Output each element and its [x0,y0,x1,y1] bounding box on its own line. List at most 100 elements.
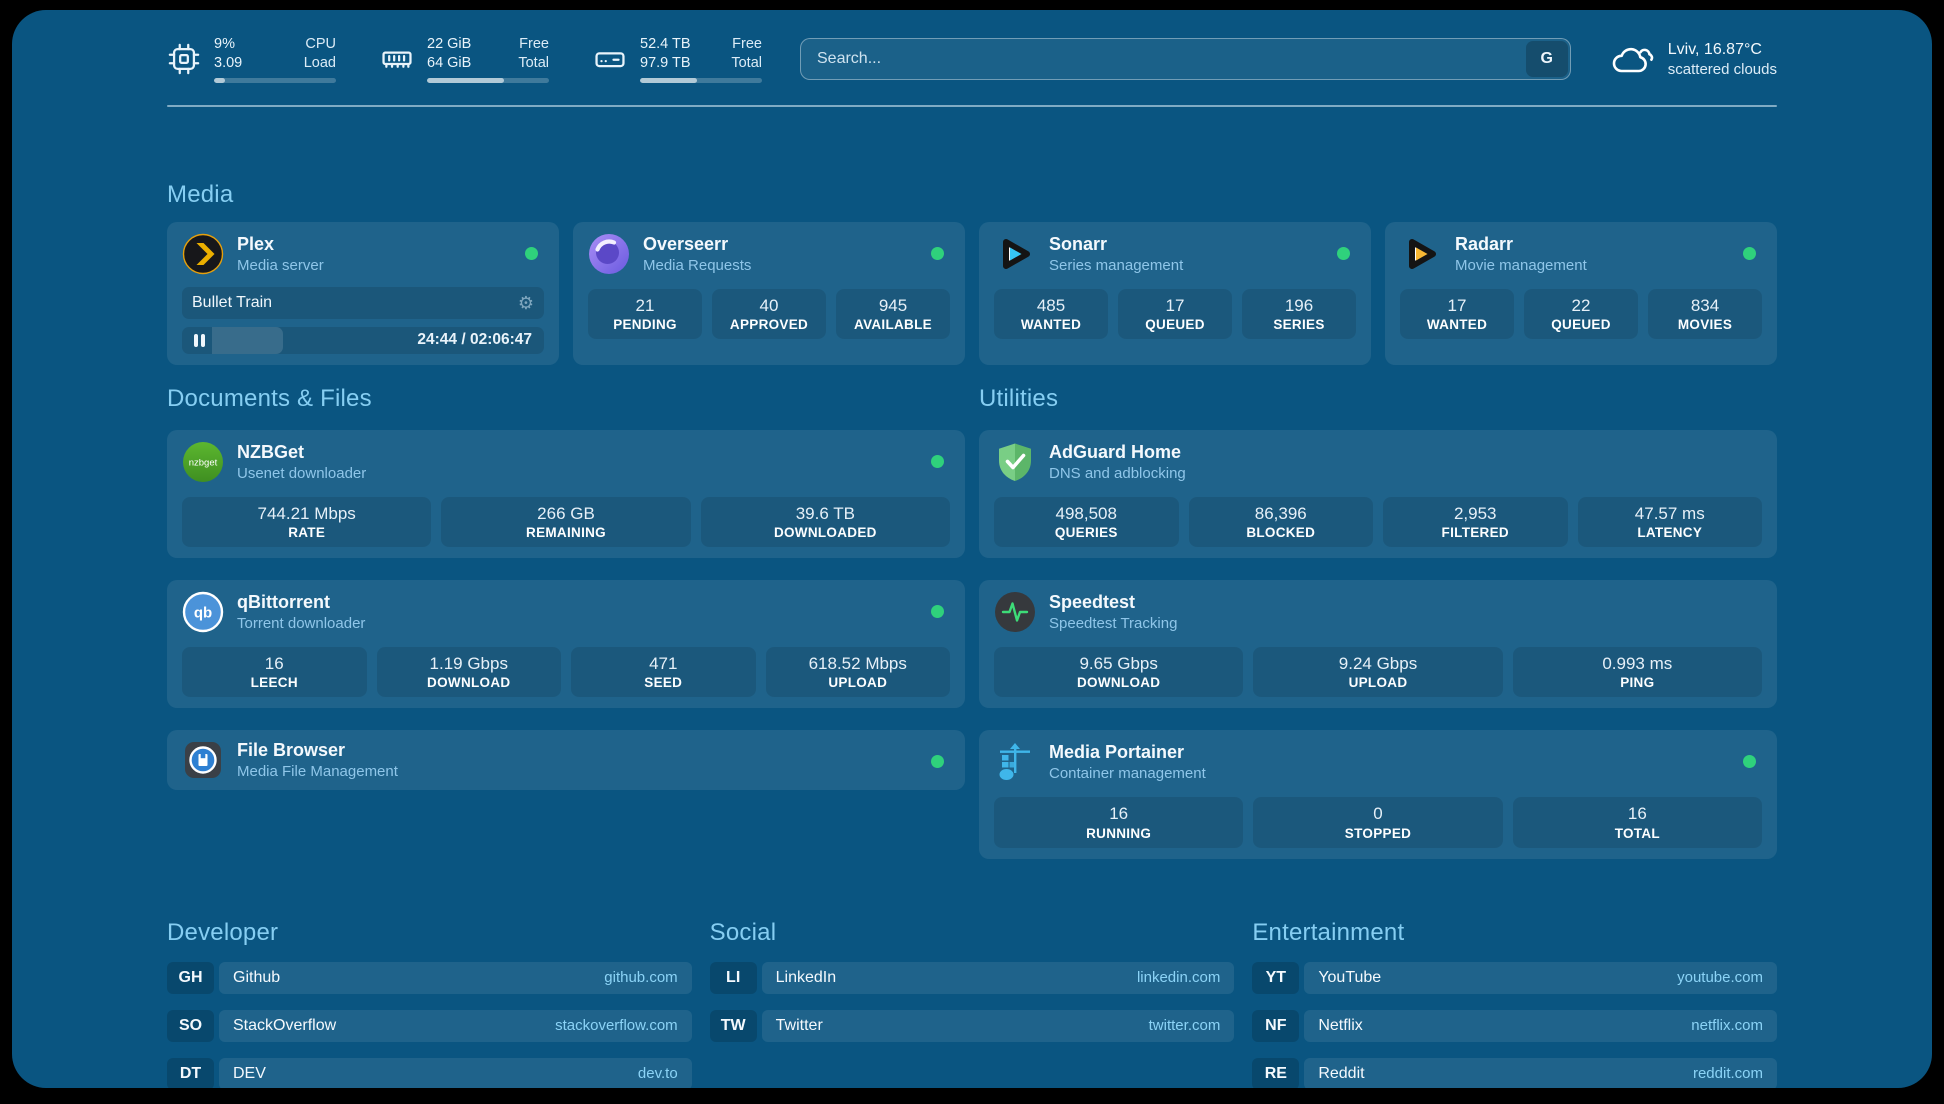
status-dot [1743,755,1756,769]
bookmark-stackoverflow[interactable]: SO StackOverflow stackoverflow.com [167,1009,692,1042]
speedtest-icon [995,592,1035,633]
stat-tile: 9.65 Gbps DOWNLOAD [994,647,1244,698]
search-input[interactable] [800,38,1571,81]
service-title: Radarr [1455,233,1514,254]
stat-tile: 0.993 ms PING [1512,647,1762,698]
stat-tile: 945 AVAILABLE [836,288,950,340]
bookmark-dev[interactable]: DT DEV dev.to [167,1057,692,1088]
bookmark-abbr: RE [1252,1057,1300,1088]
stat-tile: 834 MOVIES [1648,288,1762,340]
service-card-radarr[interactable]: Radarr Movie management 17 WANTED 22 QUE… [1385,221,1777,365]
stat-tile: 47.57 ms LATENCY [1577,496,1762,548]
bookmark-abbr: TW [709,1009,757,1042]
service-card-overseerr[interactable]: Overseerr Media Requests 21 PENDING 40 A… [573,221,965,365]
cpu-icon [168,44,200,75]
stat-tile: 618.52 Mbps UPLOAD [765,647,950,698]
gear-icon[interactable]: ⚙ [517,292,534,313]
stat-tile: 498,508 QUERIES [994,496,1179,548]
service-card-plex[interactable]: Plex Media server Bullet Train ⚙ 24:44 /… [167,221,559,365]
playback-progress-fill [212,326,283,354]
bookmark-youtube[interactable]: YT YouTube youtube.com [1252,961,1777,994]
weather-widget: Lviv, 16.87°C scattered clouds [1609,39,1777,79]
bookmark-abbr: NF [1252,1009,1300,1042]
bookmark-group-developer: Developer GH Github github.com SO StackO… [167,919,692,1088]
cpu-progress-bar [214,77,336,83]
bookmark-github[interactable]: GH Github github.com [167,961,692,994]
stat-tile: 16 TOTAL [1512,797,1762,848]
cpu-widget: 9% 3.09 CPU Load [167,36,336,83]
service-card-nzbget[interactable]: nzbget NZBGet Usenet downloader 744.21 M… [167,429,965,559]
weather-condition: scattered clouds [1667,60,1777,78]
stat-tile: 16 RUNNING [994,797,1244,848]
status-dot [525,246,538,260]
stat-tile: 21 PENDING [588,288,702,340]
service-title: qBittorrent [237,592,330,613]
service-card-sonarr[interactable]: Sonarr Series management 485 WANTED 17 Q… [979,221,1371,365]
stat-tile: 39.6 TB DOWNLOADED [700,496,950,548]
svg-text:nzbget: nzbget [189,457,218,468]
nzbget-icon: nzbget [183,441,223,482]
cloud-icon [1612,48,1653,73]
overseerr-icon [589,233,629,274]
section-heading-developer: Developer [167,918,279,946]
plex-icon [182,233,224,274]
bookmark-abbr: LI [709,961,757,994]
bookmark-url: linkedin.com [1136,969,1221,987]
bookmark-group-social: Social LI LinkedIn linkedin.com TW Twitt… [709,919,1235,1042]
service-title: Sonarr [1049,233,1108,254]
stat-tile: 471 SEED [571,647,756,698]
service-subtitle: Series management [1049,256,1184,274]
cpu-usage-value: 9% [214,36,235,52]
bookmark-twitter[interactable]: TW Twitter twitter.com [709,1009,1235,1042]
bookmark-abbr: SO [167,1009,214,1042]
memory-free-label: Free [519,36,549,52]
bookmark-url: twitter.com [1148,1017,1221,1035]
service-subtitle: Container management [1049,765,1206,783]
adguard-icon [999,443,1031,481]
bookmark-url: stackoverflow.com [555,1017,678,1035]
status-dot [931,246,944,260]
memory-progress-bar [427,77,549,83]
service-title: NZBGet [237,441,304,462]
service-card-adguard[interactable]: AdGuard Home DNS and adblocking 498,508 … [979,429,1777,559]
pause-button[interactable] [194,333,205,347]
now-playing-title: Bullet Train [192,293,273,311]
bookmark-reddit[interactable]: RE Reddit reddit.com [1252,1057,1777,1088]
service-subtitle: Media Requests [643,256,752,274]
radarr-icon [1409,238,1436,269]
stat-tile: 22 QUEUED [1524,288,1638,340]
dashboard-page: 9% 3.09 CPU Load [12,10,1932,1088]
playback-progress-row: 24:44 / 02:06:47 [182,326,544,354]
search-engine-button[interactable]: G [1525,41,1568,78]
section-utilities: Utilities [979,385,1777,859]
search-bar: G [800,38,1571,81]
service-card-filebrowser[interactable]: File Browser Media File Management [167,730,965,791]
status-dot [1743,246,1756,260]
bookmark-netflix[interactable]: NF Netflix netflix.com [1252,1009,1777,1042]
bookmark-abbr: DT [167,1057,214,1088]
service-subtitle: Speedtest Tracking [1049,614,1178,632]
bookmark-group-entertainment: Entertainment YT YouTube youtube.com NF … [1252,919,1777,1088]
svg-text:qb: qb [194,605,212,622]
bookmark-url: github.com [604,969,678,987]
stat-tile: 196 SERIES [1242,288,1356,340]
bookmark-name: DEV [233,1064,266,1082]
cpu-usage-label: CPU [305,36,336,52]
service-card-speedtest[interactable]: Speedtest Speedtest Tracking 9.65 Gbps D… [979,580,1777,709]
service-card-qbittorrent[interactable]: qb qBittorrent Torrent downloader 16 [167,580,965,709]
service-title: File Browser [237,740,346,761]
service-subtitle: Torrent downloader [237,614,366,632]
bookmark-linkedin[interactable]: LI LinkedIn linkedin.com [709,961,1235,994]
service-card-portainer[interactable]: Media Portainer Container management 16 … [979,730,1777,859]
top-bar: 9% 3.09 CPU Load [167,36,1777,83]
section-heading-entertainment: Entertainment [1252,918,1405,946]
stat-tile: 40 APPROVED [712,288,826,340]
disk-widget: 52.4 TB 97.9 TB Free Total [593,36,762,83]
service-title: Speedtest [1049,592,1136,613]
stat-tile: 485 WANTED [994,288,1108,340]
stat-tile: 2,953 FILTERED [1383,496,1568,548]
stat-tile: 9.24 Gbps UPLOAD [1253,647,1503,698]
bookmark-name: StackOverflow [233,1016,337,1034]
service-subtitle: Usenet downloader [237,464,367,482]
bookmark-name: Github [233,968,281,986]
